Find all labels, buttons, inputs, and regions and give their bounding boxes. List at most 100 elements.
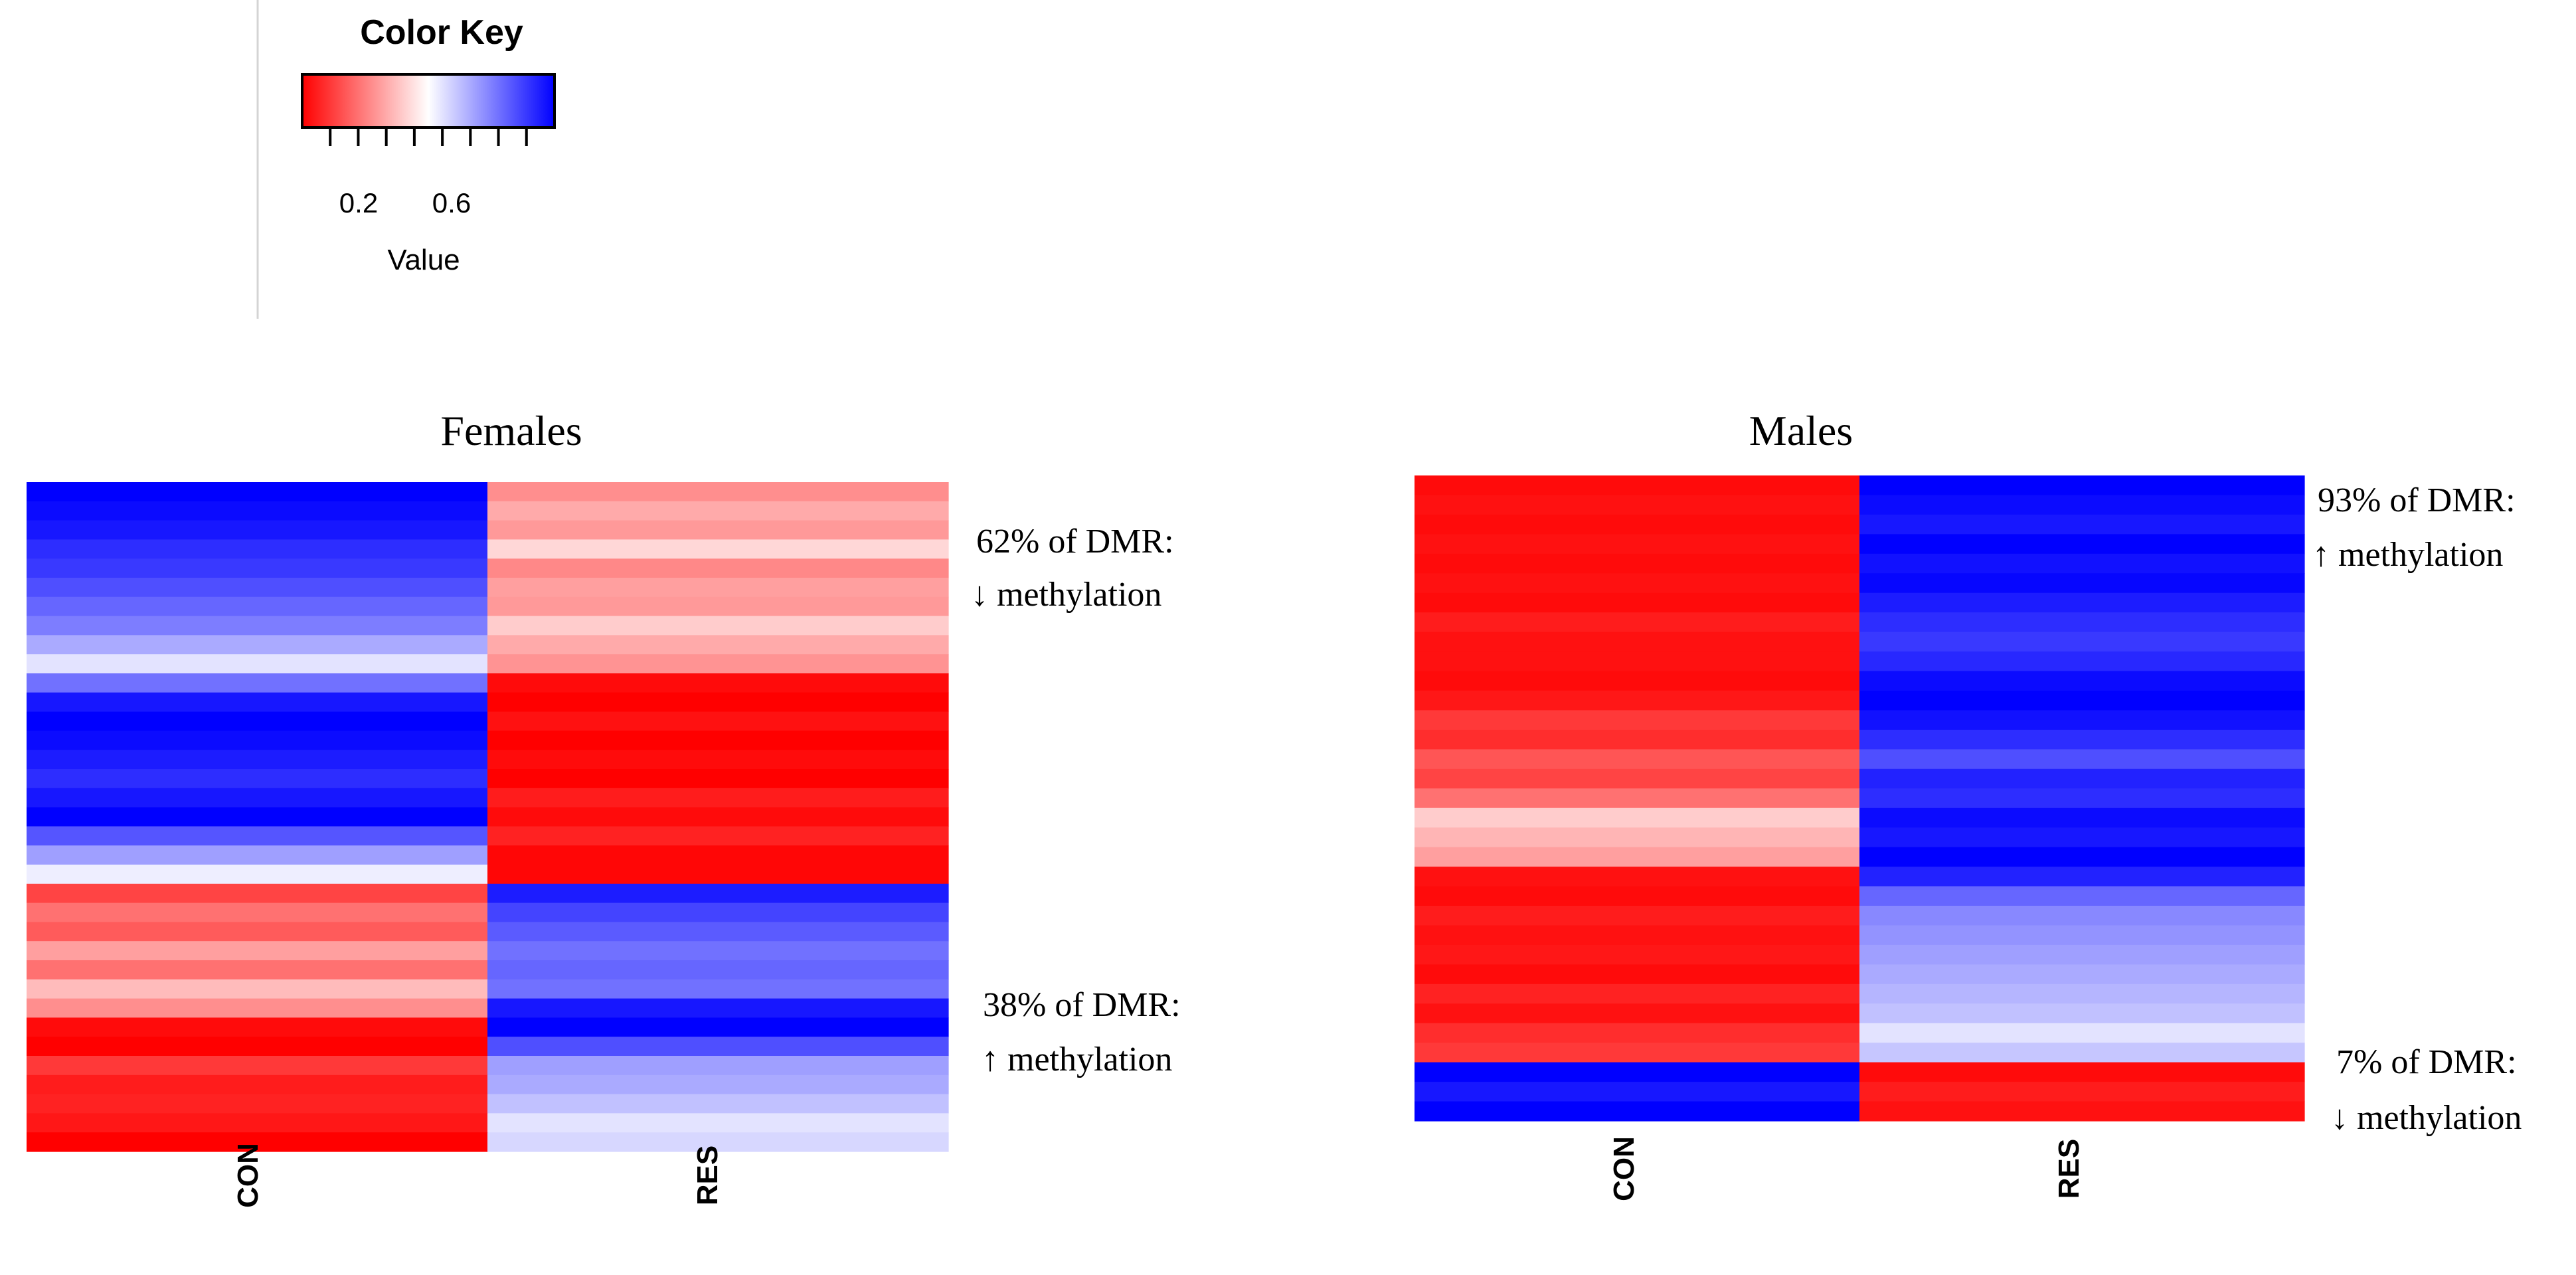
heatmap-cell [1415, 475, 1860, 496]
heatmap-cell [1859, 475, 2305, 496]
heatmap-cell [487, 922, 949, 942]
heatmap-cell [1859, 495, 2305, 515]
heatmap-cell [487, 596, 949, 617]
heatmap-cell [487, 769, 949, 789]
heatmap-cell [27, 654, 488, 674]
heatmap-cell [487, 711, 949, 731]
heatmap-cell [1415, 729, 1860, 750]
annotation-line: 62% of DMR: [976, 523, 1174, 560]
color-key-ticks [329, 128, 528, 146]
heatmap-cell [1415, 1101, 1860, 1122]
heatmap-cell [1859, 847, 2305, 867]
heatmap-cell [487, 692, 949, 713]
column-label-con: CON [1608, 1136, 1640, 1201]
heatmap-cell [487, 673, 949, 693]
heatmap-cell [1415, 906, 1860, 926]
heatmap-cell [1859, 944, 2305, 965]
heatmap-cell [27, 692, 488, 713]
color-key-title: Color Key [360, 13, 523, 52]
heatmap-cell [1859, 964, 2305, 985]
heatmap-cell [1415, 847, 1860, 867]
heatmap-cell [27, 769, 488, 789]
color-key-tick-label: 0.6 [432, 187, 471, 218]
heatmap-cell [1415, 553, 1860, 574]
heatmap-cell [27, 979, 488, 999]
heatmap-cell [487, 750, 949, 770]
color-key: Color Key 0.2 0.6 Value [256, 0, 556, 319]
annotation-upper: 62% of DMR: ↓ methylation [971, 523, 1174, 614]
heatmap-cells [1415, 475, 2305, 1122]
heatmap-cell [1415, 632, 1860, 652]
heatmap-cell [487, 902, 949, 922]
heatmap-cell [27, 883, 488, 904]
heatmap-cell [487, 1094, 949, 1114]
heatmap-cell [1415, 534, 1860, 554]
heatmap-cell [1415, 495, 1860, 515]
heatmap-cell [487, 941, 949, 961]
heatmap-cell [1415, 514, 1860, 535]
annotation-line: 7% of DMR: [2336, 1043, 2517, 1081]
heatmap-cell [1415, 867, 1860, 887]
heatmap-cell [1415, 827, 1860, 848]
heatmap-cell [1415, 592, 1860, 613]
heatmap-cell [27, 616, 488, 636]
heatmap-cell [1415, 612, 1860, 633]
heatmap-cell [27, 635, 488, 655]
annotation-lower: 7% of DMR: ↓ methylation [2331, 1043, 2522, 1137]
heatmap-cell [1415, 1043, 1860, 1063]
heatmap-cell [1859, 1082, 2305, 1102]
heatmap-cell [27, 941, 488, 961]
heatmap-cell [1859, 710, 2305, 730]
heatmap-title: Females [440, 407, 582, 454]
heatmap-cell [1415, 944, 1860, 965]
heatmap-cell [487, 539, 949, 559]
heatmap-cell [27, 1056, 488, 1076]
heatmap-cell [1859, 925, 2305, 946]
heatmap-cell [1415, 1003, 1860, 1024]
annotation-lower: 38% of DMR: ↑ methylation [982, 986, 1181, 1078]
heatmap-cell [487, 558, 949, 578]
heatmap-cell [1415, 573, 1860, 594]
heatmap-cell [1859, 632, 2305, 652]
heatmap-cell [487, 1017, 949, 1037]
heatmap-cell [27, 1132, 488, 1152]
heatmap-cell [1415, 1062, 1860, 1082]
column-label-res: RES [2053, 1139, 2085, 1199]
heatmap-cell [27, 482, 488, 502]
heatmap-cell [27, 501, 488, 521]
heatmap-cell [1859, 1023, 2305, 1043]
heatmap-cell [27, 750, 488, 770]
heatmap-cell [27, 902, 488, 922]
heatmap-cell [1415, 925, 1860, 946]
annotation-line: 38% of DMR: [983, 986, 1181, 1024]
heatmap-cell [27, 845, 488, 865]
heatmap-cell [1415, 651, 1860, 672]
heatmap-cell [1415, 749, 1860, 770]
heatmap-cell [1859, 827, 2305, 848]
heatmap-males: Males 93% of DMR: ↑ methylation 7% of DM… [1415, 407, 2522, 1201]
heatmap-cell [27, 1037, 488, 1057]
heatmap-cell [27, 826, 488, 846]
heatmap-cell [487, 520, 949, 540]
heatmap-cell [1859, 573, 2305, 594]
heatmap-cell [1859, 514, 2305, 535]
heatmap-cells [27, 482, 949, 1152]
heatmap-cell [1859, 1062, 2305, 1082]
heatmap-cell [27, 673, 488, 693]
heatmap-cell [1859, 768, 2305, 789]
heatmap-cell [1859, 867, 2305, 887]
annotation-upper: 93% of DMR: ↑ methylation [2312, 481, 2516, 574]
heatmap-cell [487, 501, 949, 521]
heatmap-cell [487, 578, 949, 598]
heatmap-cell [487, 807, 949, 827]
heatmap-cell [487, 730, 949, 750]
heatmap-cell [1415, 788, 1860, 809]
heatmap-cell [27, 788, 488, 808]
heatmap-cell [27, 578, 488, 598]
heatmap-cell [1859, 691, 2305, 711]
heatmap-cell [27, 520, 488, 540]
heatmap-cell [1415, 964, 1860, 985]
heatmap-cell [487, 1074, 949, 1095]
annotation-line: ↑ methylation [982, 1041, 1172, 1078]
